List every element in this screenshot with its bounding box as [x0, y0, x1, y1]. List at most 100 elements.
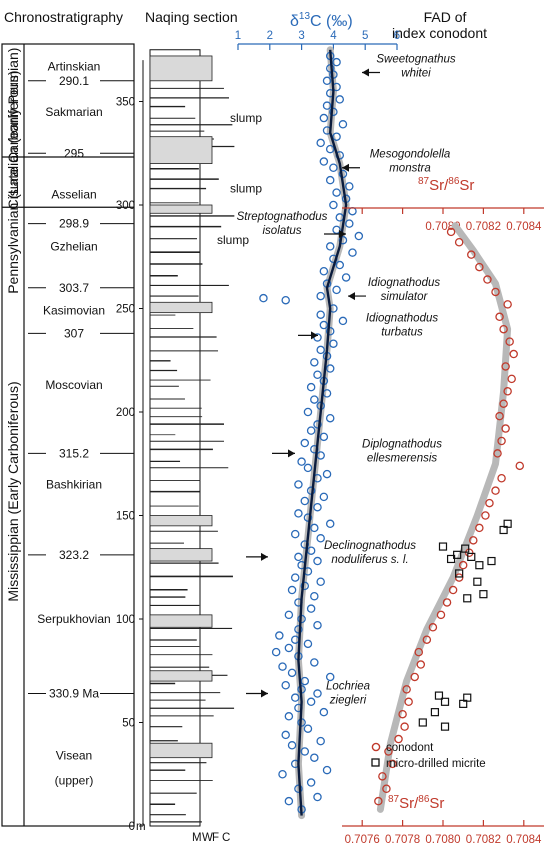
fad-arrow-head — [362, 68, 369, 77]
sr-axis-top-tick-label: 0.7084 — [506, 221, 542, 233]
fad-arrow-head — [288, 449, 295, 458]
sr-conodont-point — [446, 227, 456, 237]
d13c-point — [290, 693, 300, 702]
litho-grainstone-bed — [149, 515, 213, 527]
legend-micrite-label: micro-drilled micrite — [386, 758, 486, 770]
sr-conodont-point — [404, 697, 413, 707]
sr-conodont-point — [378, 772, 387, 781]
sr-conodont-point — [475, 523, 484, 533]
sr-conodont-points — [374, 227, 525, 806]
sr-conodont-point — [495, 411, 504, 421]
sr-conodont-point — [388, 759, 397, 769]
d13c-point — [354, 231, 364, 241]
d13c-point — [316, 534, 325, 543]
sr-micrite-point — [446, 554, 456, 564]
sr-axis-top: 0.7080 0.7082 0.7084 — [342, 207, 544, 233]
sr-axis-bottom-tick-label: 0.7082 — [466, 834, 501, 846]
litho-column-box — [149, 49, 201, 827]
fad-arrow-head — [342, 163, 349, 172]
fad-header-line1: FAD of — [424, 9, 467, 25]
litho-grainstone-bed — [149, 742, 213, 759]
d13c-point — [284, 643, 294, 653]
d13c-point — [316, 310, 325, 319]
conodont-name-genus: Sweetognathus — [376, 54, 456, 66]
boundary-age-label: 330.9 Ma — [49, 687, 99, 701]
sr-conodont-point — [501, 362, 510, 371]
sr-micrite-point — [467, 552, 476, 562]
conodont-name-species: simulator — [381, 291, 429, 303]
conodont-name-species: monstra — [389, 163, 431, 175]
period-label: Pennsylvanian (Late Carboniferous) — [5, 70, 21, 293]
d13c-point — [319, 157, 329, 166]
sr-conodont-point — [483, 275, 492, 284]
sr-bottom-title: 87Sr/86Sr — [388, 794, 444, 812]
fad-arrow-head — [261, 689, 268, 698]
d13c-point — [325, 144, 335, 154]
sr-conodont-point — [495, 312, 504, 322]
sr-micrite-point — [463, 594, 472, 603]
sr-micrite-point — [479, 590, 488, 599]
sr-conodont-point — [414, 647, 424, 657]
sr-conodont-point — [398, 709, 407, 719]
sr-conodont-point — [400, 722, 409, 731]
sr-micrite-point — [440, 722, 450, 731]
d13c-point — [348, 248, 357, 257]
sr-conodont-point — [410, 672, 419, 682]
d13c-point — [290, 573, 300, 582]
litho-grainstone-bed — [149, 204, 213, 214]
d13c-point — [278, 770, 287, 779]
sr-conodont-point — [493, 449, 502, 458]
d13c-point — [345, 182, 354, 191]
stage-label: Artinskian — [48, 59, 101, 73]
conodont-name-species: ziegleri — [329, 695, 367, 707]
height-tick-label: 100 — [116, 614, 135, 626]
d13c-point — [313, 370, 322, 379]
d13c-tick-label: 6 — [394, 30, 400, 42]
litho-grainstone-bed — [149, 55, 213, 82]
sr-conodont-point — [454, 238, 464, 247]
sr-axis-top-tick-label: 0.7080 — [425, 221, 460, 233]
stage-label: Bashkirian — [46, 477, 102, 491]
d13c-point — [341, 273, 351, 282]
sr-axis-bottom: 0.7076 0.7078 0.7080 0.7082 0.7084 — [342, 820, 544, 846]
d13c-point — [303, 463, 313, 473]
stage-label: Visean — [56, 749, 92, 763]
litho-grainstone-bed — [149, 670, 213, 682]
fad-arrow-head — [348, 292, 355, 301]
period-label: Mississippian (Early Carboniferous) — [5, 381, 21, 601]
sr-conodont-point — [436, 610, 446, 620]
stage-label: Kasimovian — [43, 304, 105, 318]
fad-arrow-head — [311, 331, 318, 340]
d13c-point — [281, 730, 290, 740]
conodont-name-genus: Idiognathodus — [366, 312, 439, 324]
d13c-point — [306, 426, 316, 435]
sr-conodont-point — [485, 498, 494, 508]
d13c-point — [310, 358, 319, 367]
height-axis: 0 50 100 150 200 250 300 350 m — [116, 60, 146, 833]
conodont-name-genus: Lochriea — [326, 681, 370, 693]
d13c-point — [281, 680, 290, 690]
height-tick-label: 350 — [116, 97, 135, 109]
d13c-point — [322, 765, 332, 775]
conodont-name-genus: Mesogondolella — [370, 149, 451, 161]
litho-grainstone-bed — [149, 301, 213, 314]
chrono-frame — [1, 43, 135, 827]
sr-micrite-point — [487, 556, 496, 566]
conodont-name-genus: Streptognathodus — [237, 211, 328, 223]
d13c-point — [303, 724, 313, 733]
d13c-point — [329, 107, 338, 117]
d13c-point — [310, 658, 319, 667]
d13c-point — [294, 509, 303, 518]
boundary-age-label: 303.7 — [59, 281, 89, 295]
d13c-axis: 1 2 3 4 5 6 — [235, 30, 400, 50]
d13c-point — [335, 260, 345, 270]
d13c-point — [287, 668, 297, 678]
d13c-points — [259, 51, 364, 814]
d13c-point — [338, 235, 348, 245]
sr-micrite-point — [475, 561, 484, 570]
d13c-point — [294, 625, 303, 634]
d13c-point — [300, 581, 310, 591]
d13c-point — [332, 132, 341, 141]
